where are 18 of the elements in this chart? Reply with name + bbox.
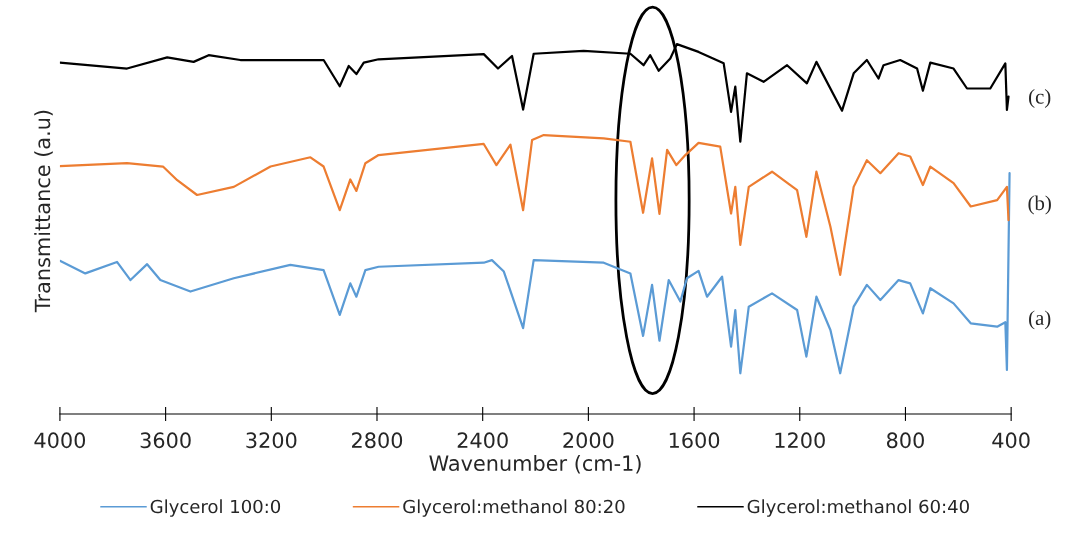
x-tick-label: 2800: [352, 432, 403, 449]
x-tick-label: 400: [992, 432, 1030, 449]
y-axis-title: Transmittance (a.u): [34, 110, 53, 313]
x-tick-label: 1600: [669, 432, 720, 449]
x-axis-title: Wavenumber (cm-1): [429, 454, 641, 474]
legend-label: Glycerol 100:0: [150, 499, 281, 517]
x-tick-label: 1200: [775, 432, 825, 449]
x-tick-label: 800: [886, 432, 924, 449]
text: (c): [1029, 89, 1051, 108]
x-tick-label: 4000: [34, 432, 86, 449]
legend-label: Glycerol:methanol 60:40: [747, 499, 969, 517]
text: (b): [1028, 195, 1051, 215]
x-tick-label: 2400: [457, 432, 508, 449]
x-tick-label: 3200: [246, 432, 297, 449]
legend-label: Glycerol:methanol 80:20: [403, 499, 625, 517]
x-tick-label: 3600: [140, 432, 191, 449]
text: (a): [1029, 310, 1051, 330]
x-tick-label: 2000: [563, 432, 614, 449]
